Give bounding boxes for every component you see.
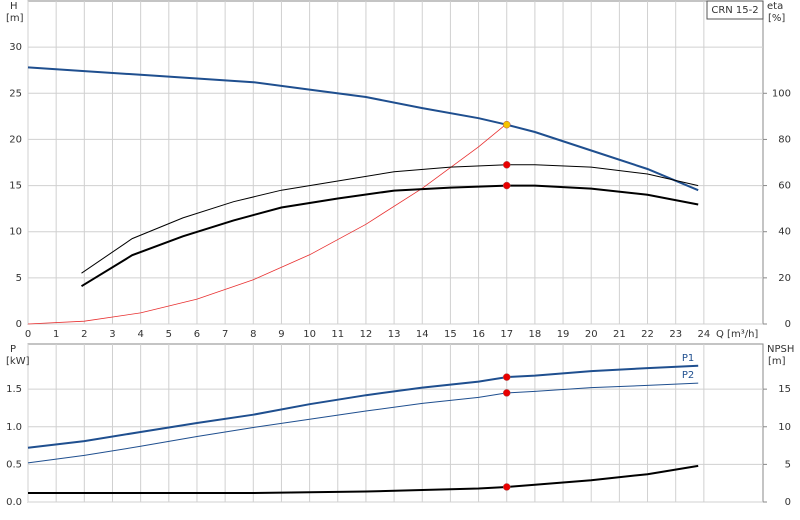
x-tick-label: 23 <box>669 329 682 340</box>
y-tick-label: 0 <box>16 319 22 330</box>
y-tick-label: 10 <box>9 227 22 238</box>
curve <box>80 184 699 288</box>
x-tick-label: 3 <box>109 329 115 340</box>
model-label: CRN 15-2 <box>711 5 758 16</box>
y2-axis-unit: [%] <box>768 13 785 24</box>
y2-tick-label: 10 <box>778 422 791 433</box>
y-axis-unit: [m] <box>6 13 24 24</box>
curve <box>28 464 699 494</box>
x-tick-label: 14 <box>416 329 429 340</box>
y2-tick-label: 15 <box>778 384 791 395</box>
x-tick-label: 17 <box>500 329 513 340</box>
curve <box>27 66 699 192</box>
y-axis-label: P <box>10 344 16 355</box>
operating-point <box>502 389 511 397</box>
x-tick-label: 12 <box>360 329 373 340</box>
curve-label: P2 <box>682 370 694 381</box>
x-tick-label: 15 <box>444 329 457 340</box>
operating-point <box>502 483 511 491</box>
y-tick-label: 1.0 <box>6 422 22 433</box>
x-tick-label: 0 <box>25 329 31 340</box>
y-axis-unit: [kW] <box>6 356 30 367</box>
operating-point <box>502 373 511 381</box>
y-axis-label: H <box>10 1 18 12</box>
y2-tick-label: 60 <box>778 181 791 192</box>
y-tick-label: 30 <box>9 42 22 53</box>
x-tick-label: 20 <box>585 329 598 340</box>
y2-tick-label: 80 <box>778 134 791 145</box>
x-tick-label: 19 <box>557 329 570 340</box>
x-tick-label: 11 <box>331 329 344 340</box>
y-tick-label: 25 <box>9 88 22 99</box>
plot-area <box>27 0 764 325</box>
y-tick-label: 0.5 <box>6 459 22 470</box>
x-tick-label: 5 <box>166 329 172 340</box>
x-tick-label: 4 <box>137 329 143 340</box>
x-axis-label: Q [m³/h] <box>716 329 758 340</box>
x-tick-label: 1 <box>53 329 59 340</box>
x-tick-label: 16 <box>472 329 485 340</box>
curve <box>27 382 699 464</box>
y-tick-label: 15 <box>9 181 22 192</box>
y2-tick-label: 40 <box>778 227 791 238</box>
x-tick-label: 22 <box>641 329 654 340</box>
x-tick-label: 7 <box>222 329 228 340</box>
y2-tick-label: 0 <box>785 497 791 508</box>
x-tick-label: 18 <box>529 329 542 340</box>
operating-point <box>502 181 511 190</box>
y2-axis-unit: [m] <box>768 356 786 367</box>
model-box <box>706 0 764 20</box>
y2-tick-label: 0 <box>785 319 791 330</box>
curve-label: P1 <box>682 353 694 364</box>
y2-axis-label: NPSH <box>767 344 794 355</box>
x-tick-label: 10 <box>303 329 316 340</box>
y2-tick-label: 20 <box>778 273 791 284</box>
y-tick-label: 5 <box>16 273 22 284</box>
x-tick-label: 21 <box>613 329 626 340</box>
y-tick-label: 20 <box>9 134 22 145</box>
y2-tick-label: 5 <box>785 459 791 470</box>
y2-axis-label: eta <box>767 1 783 12</box>
x-tick-label: 8 <box>250 329 256 340</box>
curve <box>27 364 699 449</box>
x-tick-label: 9 <box>278 329 284 340</box>
y2-tick-label: 100 <box>772 88 791 99</box>
x-tick-label: 13 <box>388 329 401 340</box>
x-tick-label: 2 <box>81 329 87 340</box>
x-tick-label: 6 <box>194 329 200 340</box>
x-tick-label: 24 <box>697 329 710 340</box>
operating-point <box>502 161 511 169</box>
y-tick-label: 0.0 <box>6 497 22 508</box>
y-tick-label: 1.5 <box>6 384 22 395</box>
operating-point <box>502 120 511 129</box>
curve <box>81 164 699 274</box>
